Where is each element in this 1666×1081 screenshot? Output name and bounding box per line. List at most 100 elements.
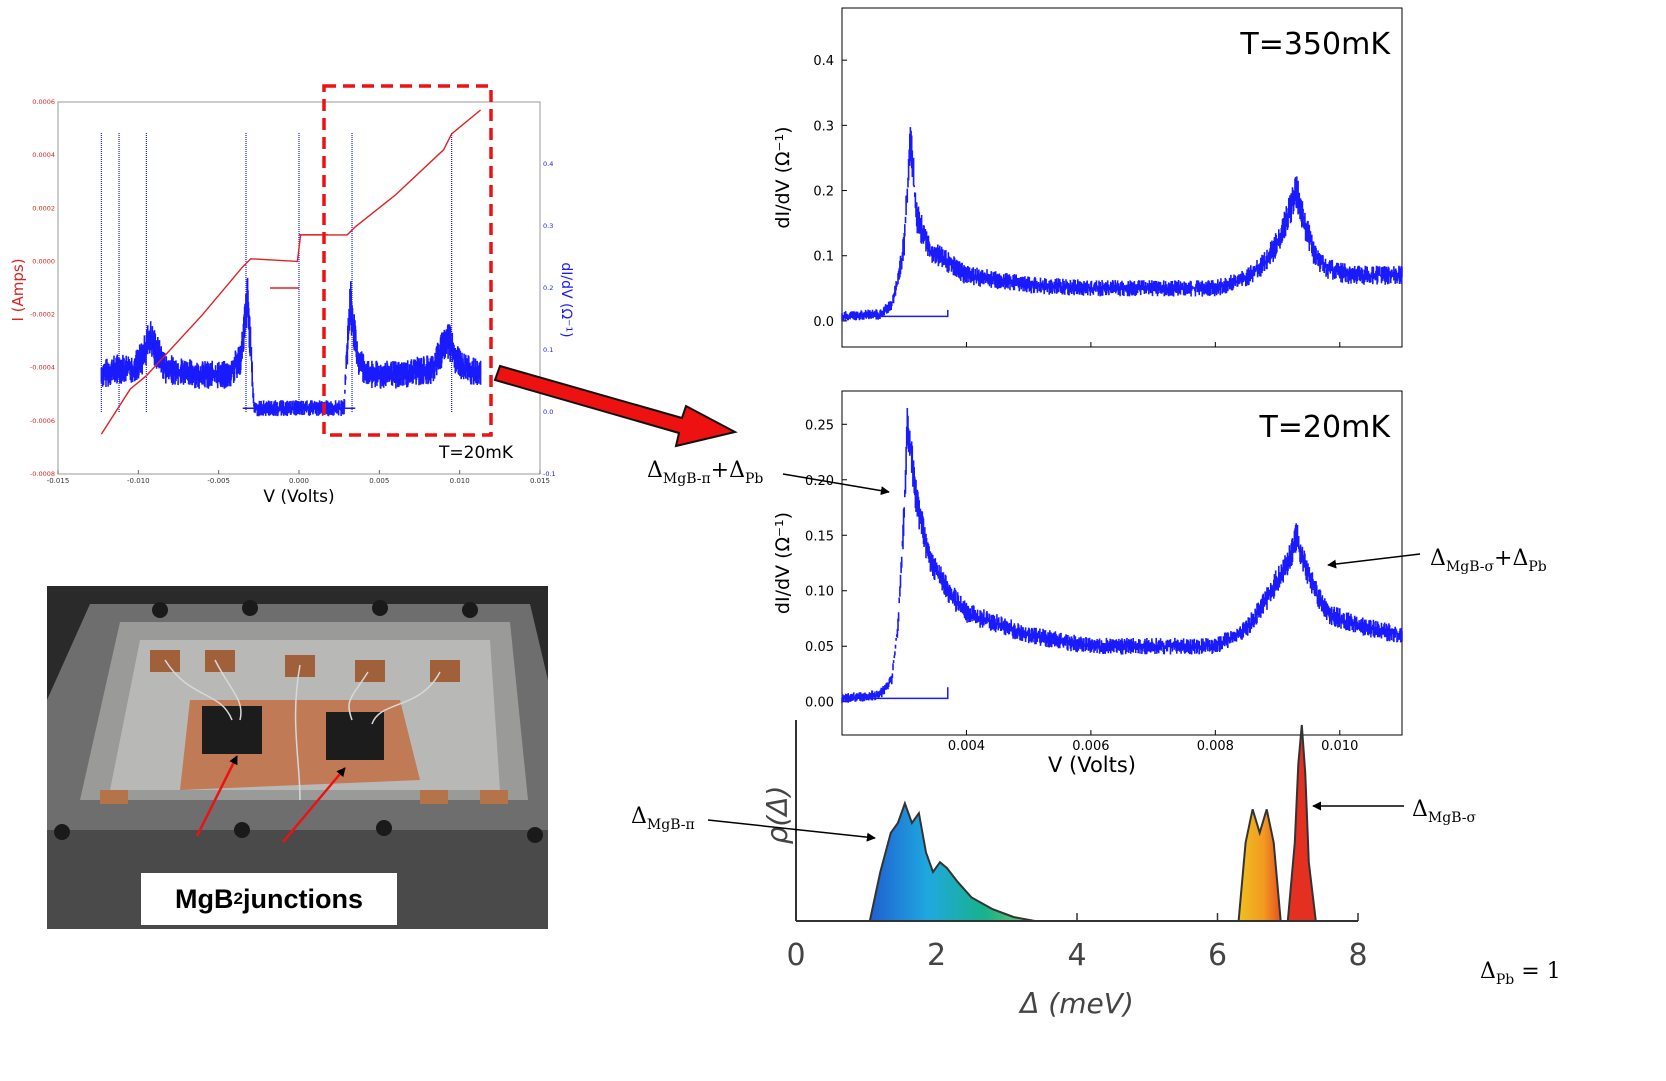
photo-arrow-right [282, 767, 346, 843]
caption-text: MgB [175, 883, 234, 914]
photo-screw-hole [462, 602, 478, 618]
x-tick-label: 0.008 [1197, 739, 1234, 754]
photo-connector [430, 660, 460, 682]
iv-current-series [100, 109, 482, 435]
y-left-tick-label: 0.0002 [32, 204, 55, 212]
didv-350mk-chart-subgap-branch [842, 309, 949, 318]
didv-20mk-chart-x-axis-label: V (Volts) [1048, 753, 1136, 777]
label-tspan: Pb [1496, 972, 1514, 988]
x-tick-label: -0.010 [127, 477, 150, 485]
didv-350mk-chart-temperature-label: T=350mK [1239, 27, 1391, 62]
didv-20mk-chart-y-axis-label: dI/dV (Ω⁻¹) [772, 512, 794, 614]
label-tspan: MgB-σ [1428, 810, 1477, 826]
iv-chart: -0.015 -0.010 -0.005 0.000 0.005 0.010 0.015 0.… [9, 84, 574, 507]
photo-screw-hole [152, 602, 168, 618]
label-sigma: ΔMgB-σ [1412, 797, 1476, 826]
sample-photo [47, 586, 548, 929]
label-tspan: MgB-σ [1446, 559, 1495, 575]
label-pi: ΔMgB-π [631, 804, 695, 833]
gap-sigma-low-area [1237, 809, 1282, 922]
didv-20mk-chart: 0.00 0.05 0.10 0.15 0.20 0.25 0.004 0.006 0.008 0… [772, 390, 1403, 777]
label-tspan: Δ [1480, 959, 1496, 984]
x-tick-label: 8 [1348, 938, 1367, 973]
gap-sigma-high-area [1286, 724, 1317, 922]
label-tspan: Δ [1412, 797, 1428, 822]
y-right-tick-label: -0.1 [543, 470, 556, 478]
label-tspan: MgB-π [663, 471, 711, 487]
y-left-tick-label: -0.0002 [30, 311, 55, 319]
arrow-sigma-plus-pb [1327, 553, 1421, 569]
label-tspan: +Δ [711, 458, 745, 483]
photo-connector [205, 650, 235, 672]
didv-350mk-chart: 0.0 0.1 0.2 0.3 0.4 T=350mK dI/dV (Ω⁻¹) [772, 7, 1403, 348]
zoom-region-box [322, 84, 493, 437]
label-pi-plus-pb: ΔMgB-π+ΔPb [647, 458, 763, 487]
label-pb: ΔPb = 1 [1480, 959, 1561, 988]
photo-junction-left [202, 706, 262, 754]
label-tspan: Pb [745, 471, 763, 487]
photo-connector [480, 790, 508, 804]
photo-arrow-left [195, 755, 239, 837]
photo-screw-hole [242, 600, 258, 616]
x-tick-label: 4 [1067, 938, 1086, 973]
photo-connector [355, 660, 385, 682]
label-tspan: Δ [647, 458, 663, 483]
photo-connector [100, 790, 128, 804]
y-tick-label: 0.3 [813, 119, 834, 134]
label-tspan: MgB-π [647, 817, 695, 833]
y-tick-label: 0.1 [813, 250, 834, 265]
x-tick-label: 2 [927, 938, 946, 973]
photo-junction-right [326, 712, 384, 760]
label-tspan: +Δ [1494, 546, 1528, 571]
x-tick-label: -0.015 [47, 477, 70, 485]
iv-x-axis-label: V (Volts) [263, 487, 334, 507]
arrow-pi [707, 819, 876, 842]
y-tick-label: 0.0 [813, 315, 834, 330]
y-tick-label: 0.20 [805, 474, 834, 489]
y-tick-label: 0.2 [813, 185, 834, 200]
photo-screw-hole [372, 600, 388, 616]
y-right-tick-label: 0.0 [543, 408, 553, 416]
y-tick-label: 0.00 [805, 696, 834, 711]
y-right-tick-label: 0.3 [543, 222, 553, 230]
x-tick-label: 6 [1208, 938, 1227, 973]
gap-distribution-chart: 0 2 4 6 8 Δ (meV) ρ(Δ) [761, 720, 1368, 1020]
label-tspan: = 1 [1514, 959, 1560, 984]
gap-x-axis-label: Δ (meV) [1018, 987, 1134, 1020]
x-tick-label: 0.000 [289, 477, 309, 485]
y-tick-label: 0.4 [813, 54, 834, 69]
y-right-tick-label: 0.4 [543, 160, 553, 168]
photo-screw-hole [527, 827, 543, 843]
y-right-tick-label: 0.1 [543, 346, 553, 354]
y-left-tick-label: -0.0006 [30, 417, 55, 425]
photo-wires [164, 659, 441, 801]
x-tick-label: -0.005 [207, 477, 230, 485]
x-tick-label: 0.015 [530, 477, 550, 485]
caption-subscript: 2 [233, 889, 243, 908]
label-tspan: Δ [631, 804, 647, 829]
photo-screw-hole [54, 824, 70, 840]
x-tick-label: 0.005 [369, 477, 389, 485]
photo-caption: MgB 2 junctions [141, 873, 397, 925]
caption-rest: junctions [242, 883, 363, 914]
photo-screw-hole [376, 820, 392, 836]
didv-20mk-chart-subgap-branch [842, 687, 949, 700]
x-tick-label: 0.010 [450, 477, 470, 485]
gap-pi-area [868, 800, 1035, 922]
label-tspan: Δ [1430, 546, 1446, 571]
y-tick-label: 0.25 [805, 418, 834, 433]
photo-screw-hole [234, 822, 250, 838]
iv-y-left-label: I (Amps) [9, 258, 27, 321]
gap-y-axis-label: ρ(Δ) [761, 786, 794, 845]
x-tick-label: 0.010 [1321, 739, 1358, 754]
y-left-tick-label: 0.0004 [32, 151, 55, 159]
zoom-arrow [493, 364, 738, 448]
arrow-pi-plus-pb [782, 473, 890, 496]
x-tick-label: 0.006 [1072, 739, 1109, 754]
y-left-tick-label: 0.0006 [32, 98, 55, 106]
y-left-tick-label: -0.0008 [30, 470, 55, 478]
iv-y-right-label: dI/dV (Ω⁻¹) [558, 262, 574, 337]
label-sigma-plus-pb: ΔMgB-σ+ΔPb [1430, 546, 1547, 575]
x-tick-label: 0 [786, 938, 805, 973]
y-right-tick-label: 0.2 [543, 284, 553, 292]
